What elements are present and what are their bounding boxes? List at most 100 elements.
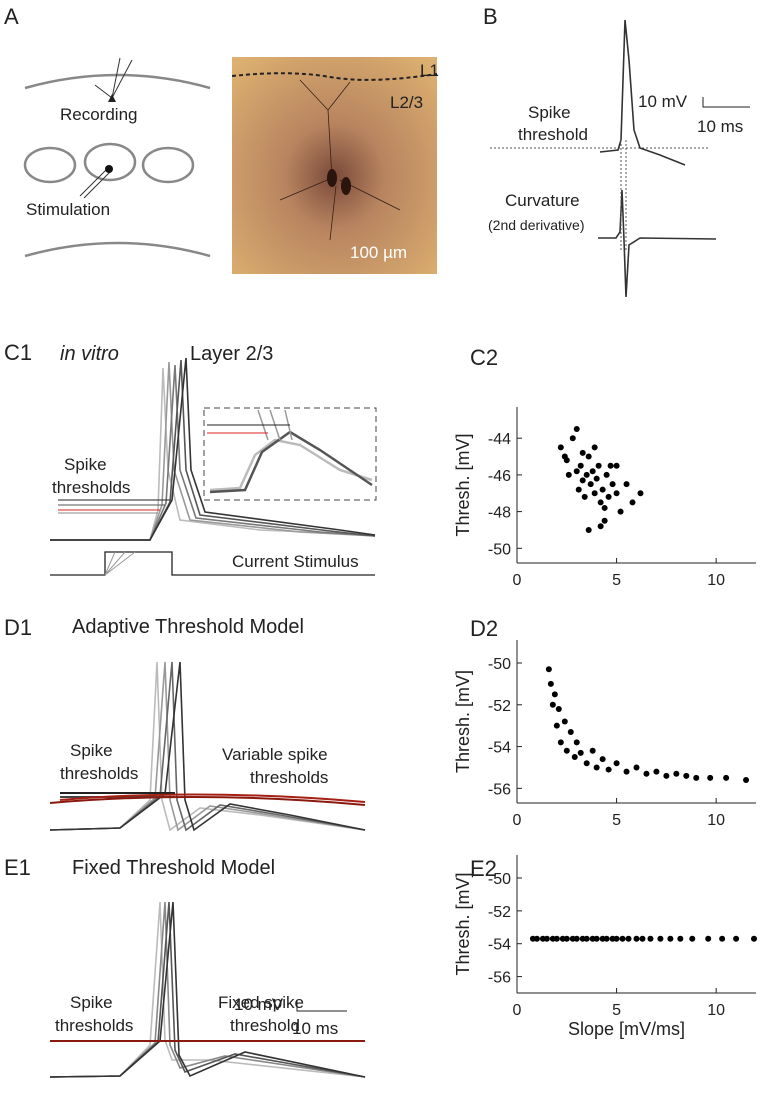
- point: [603, 471, 610, 478]
- voltage-traces: [50, 357, 376, 541]
- point: [591, 490, 598, 497]
- point: [633, 764, 640, 771]
- point: [573, 935, 580, 942]
- label: Fixed spike: [218, 993, 304, 1012]
- point: [653, 768, 660, 775]
- point: [593, 764, 600, 771]
- y-tick-label: -46: [488, 468, 511, 485]
- point: [577, 462, 584, 469]
- point: [647, 935, 654, 942]
- point: [593, 935, 600, 942]
- point: [723, 774, 730, 781]
- label: Spike: [64, 455, 107, 474]
- point: [561, 718, 568, 725]
- label: thresholds: [60, 764, 138, 783]
- label: Current Stimulus: [232, 552, 359, 571]
- point: [603, 935, 610, 942]
- layer-border: [231, 72, 438, 81]
- point: [593, 475, 600, 482]
- point: [577, 749, 584, 756]
- stimulus-trace: [50, 551, 375, 576]
- panel-label: C2: [470, 345, 498, 370]
- point: [623, 768, 630, 775]
- point: [613, 490, 620, 497]
- point: [599, 756, 606, 763]
- y-tick-label: -52: [488, 904, 511, 921]
- x-tick-label: 10: [707, 572, 725, 589]
- inset-traces: [209, 409, 373, 494]
- curvature-trace: [598, 189, 717, 298]
- y-tick-label: -50: [488, 871, 511, 888]
- point: [585, 453, 592, 460]
- label: Spike: [70, 741, 113, 760]
- label: Spike: [528, 103, 571, 122]
- point: [545, 666, 552, 673]
- point: [595, 462, 602, 469]
- y-tick-label: -54: [488, 740, 511, 757]
- point: [583, 471, 590, 478]
- panel-label: D1: [4, 615, 32, 640]
- voltage-traces: [49, 661, 366, 832]
- label: L2/3: [390, 93, 423, 112]
- label: thresholds: [250, 768, 328, 787]
- point: [567, 728, 574, 735]
- y-tick-label: -56: [488, 970, 511, 987]
- y-axis-label: Thresh. [mV]: [453, 433, 473, 536]
- title: Fixed Threshold Model: [72, 857, 275, 879]
- soma: [341, 177, 351, 195]
- y-axis-label: Thresh. [mV]: [453, 872, 473, 975]
- point: [581, 493, 588, 500]
- label: Layer 2/3: [190, 343, 273, 365]
- title: Adaptive Threshold Model: [72, 616, 304, 638]
- x-axis-label: Slope [mV/ms]: [568, 1019, 685, 1039]
- panel-label: E2: [470, 856, 497, 881]
- point: [605, 493, 612, 500]
- stimulation-site: [105, 165, 113, 173]
- point: [677, 935, 684, 942]
- point: [563, 935, 570, 942]
- point: [623, 481, 630, 488]
- point: [573, 739, 580, 746]
- y-axis-label: Thresh. [mV]: [453, 670, 473, 773]
- point: [579, 449, 586, 456]
- x-tick-label: 5: [612, 812, 621, 829]
- stimulus-ramps: [104, 551, 136, 576]
- point: [673, 770, 680, 777]
- label: (2nd derivative): [488, 217, 585, 233]
- y-tick-label: -52: [488, 698, 511, 715]
- y-tick-label: -54: [488, 937, 511, 954]
- label: threshold: [518, 125, 588, 144]
- point: [601, 504, 608, 511]
- point: [607, 462, 614, 469]
- schematic: [23, 73, 211, 258]
- point: [597, 499, 604, 506]
- y-tick-label: -50: [488, 656, 511, 673]
- point: [571, 754, 578, 761]
- point: [583, 935, 590, 942]
- panel-label: E1: [4, 855, 31, 880]
- point: [543, 935, 550, 942]
- label: Variable spike: [222, 745, 328, 764]
- point: [573, 426, 580, 433]
- point: [683, 772, 690, 779]
- point: [583, 760, 590, 767]
- inset-box: [203, 407, 377, 501]
- point: [575, 486, 582, 493]
- x-tick-label: 0: [513, 1002, 522, 1019]
- x-tick-label: 5: [612, 1002, 621, 1019]
- point: [657, 935, 664, 942]
- point: [601, 517, 608, 524]
- point: [547, 680, 554, 687]
- point: [705, 935, 712, 942]
- point: [591, 444, 598, 451]
- point: [667, 935, 674, 942]
- scale-bar: [296, 1001, 347, 1012]
- label: Spike: [70, 993, 113, 1012]
- point: [625, 935, 632, 942]
- threshold-lines: [49, 792, 366, 806]
- point: [637, 490, 644, 497]
- label: L1: [420, 61, 439, 80]
- point: [605, 766, 612, 773]
- scale-label: 10 mV: [638, 92, 688, 111]
